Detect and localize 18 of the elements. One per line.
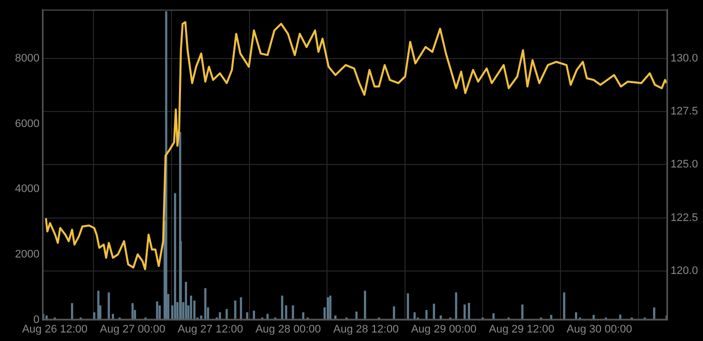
x-tick-label: Aug 27 12:00 (178, 323, 244, 336)
y-tick-label: 4000 (14, 183, 40, 196)
x-tick-label: Aug 28 12:00 (333, 323, 399, 336)
x-tick-label: Aug 26 12:00 (22, 323, 88, 336)
x-tick-label: Aug 30 00:00 (566, 323, 632, 336)
y2-tick-label: 122.5 (670, 212, 698, 224)
y-tick-label: 2000 (14, 248, 40, 261)
x-tick-label: Aug 29 12:00 (488, 323, 554, 336)
y2-tick-label: 125.0 (670, 158, 698, 171)
x-tick-label: Aug 29 00:00 (411, 323, 477, 336)
y-tick-label: 6000 (14, 118, 40, 130)
y2-tick-label: 130.0 (670, 52, 698, 64)
y2-tick-label: 127.5 (670, 106, 698, 118)
y-tick-label: 0 (33, 314, 40, 326)
x-tick-label: Aug 28 00:00 (255, 323, 321, 336)
y-tick-label: 8000 (14, 52, 40, 65)
x-tick-label: Aug 27 00:00 (100, 323, 166, 336)
y2-tick-label: 120.0 (670, 264, 698, 277)
